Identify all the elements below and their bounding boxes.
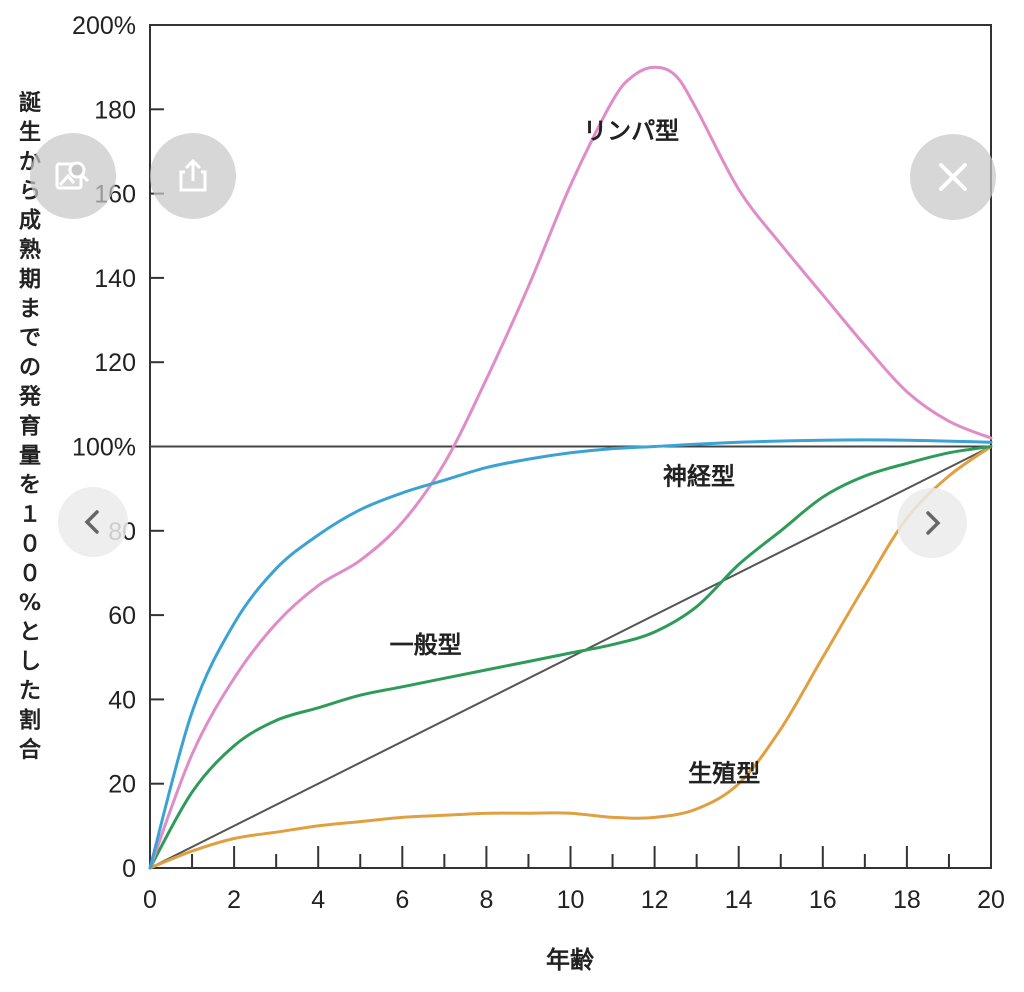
- y-tick-label: 0: [122, 855, 136, 883]
- share-icon: [179, 158, 207, 192]
- x-tick-label: 8: [479, 886, 493, 914]
- series-line-4: [148, 445, 993, 870]
- y-axis-label-char: を: [19, 473, 41, 498]
- y-tick-label: 200%: [72, 12, 136, 40]
- y-tick-label: 100%: [72, 434, 136, 462]
- x-tick-label: 16: [809, 886, 837, 914]
- y-tick-label: 60: [108, 602, 136, 630]
- y-axis-label-char: の: [19, 356, 41, 381]
- x-tick-label: 4: [311, 886, 325, 914]
- chevron-right-icon: [926, 511, 941, 535]
- series-label: リンパ型: [583, 117, 679, 145]
- y-axis-label-char: 合: [19, 737, 42, 763]
- series-label: 生殖型: [688, 760, 760, 788]
- y-axis-label-char: 生: [19, 120, 41, 145]
- x-tick-label: 6: [395, 886, 409, 914]
- y-axis-label-char: ま: [19, 297, 41, 322]
- series-line-1: [148, 65, 993, 870]
- y-axis-label-char: 期: [19, 267, 41, 292]
- y-tick-label: 120: [94, 349, 136, 377]
- image-search-icon: [55, 161, 90, 190]
- y-tick-label: 180: [94, 96, 136, 124]
- chevron-left-icon: [84, 510, 99, 534]
- y-axis-label-char: で: [19, 326, 41, 351]
- x-tick-label: 2: [227, 886, 241, 914]
- x-axis-label: 年齢: [546, 946, 595, 974]
- y-axis-label-char: 育: [19, 413, 41, 439]
- series-line-3: [148, 445, 993, 870]
- image-search-button[interactable]: [30, 133, 116, 219]
- y-axis-label-char: 熟: [19, 237, 41, 263]
- plot-area: 02468101214161820020406080100%1201401601…: [72, 12, 1005, 914]
- x-tick-label: 20: [977, 886, 1005, 914]
- y-tick-label: 20: [108, 771, 136, 799]
- y-axis-label-char: し: [19, 650, 41, 675]
- prev-button[interactable]: [58, 487, 128, 557]
- series-label: 一般型: [390, 631, 462, 659]
- x-tick-label: 14: [725, 886, 753, 914]
- share-button[interactable]: [150, 133, 236, 219]
- series-label: 神経型: [663, 462, 735, 490]
- y-axis-label-char: 量: [19, 444, 41, 469]
- y-axis-label-char: ０: [19, 561, 41, 586]
- close-icon: [939, 163, 967, 191]
- close-button[interactable]: [910, 134, 996, 220]
- next-button[interactable]: [897, 488, 967, 558]
- y-axis-label-char: た: [19, 679, 41, 704]
- y-axis-label-char: 成: [19, 209, 41, 234]
- x-tick-label: 10: [557, 886, 585, 914]
- x-tick-label: 12: [641, 886, 669, 914]
- x-tick-label: 18: [893, 886, 921, 914]
- y-tick-label: 140: [94, 265, 136, 293]
- y-axis-label-char: %: [19, 591, 41, 616]
- y-axis-label-char: 発: [18, 385, 42, 410]
- y-axis-label-char: １: [19, 503, 41, 528]
- x-tick-label: 0: [143, 886, 157, 914]
- diagonal-line: [149, 445, 992, 869]
- y-axis-label-char: と: [19, 620, 41, 645]
- y-axis-label-char: ０: [19, 532, 41, 557]
- series-line-2: [148, 438, 993, 870]
- y-tick-label: 40: [108, 686, 136, 714]
- y-axis-label-char: 誕: [19, 90, 41, 116]
- y-axis-label-char: 割: [19, 707, 41, 733]
